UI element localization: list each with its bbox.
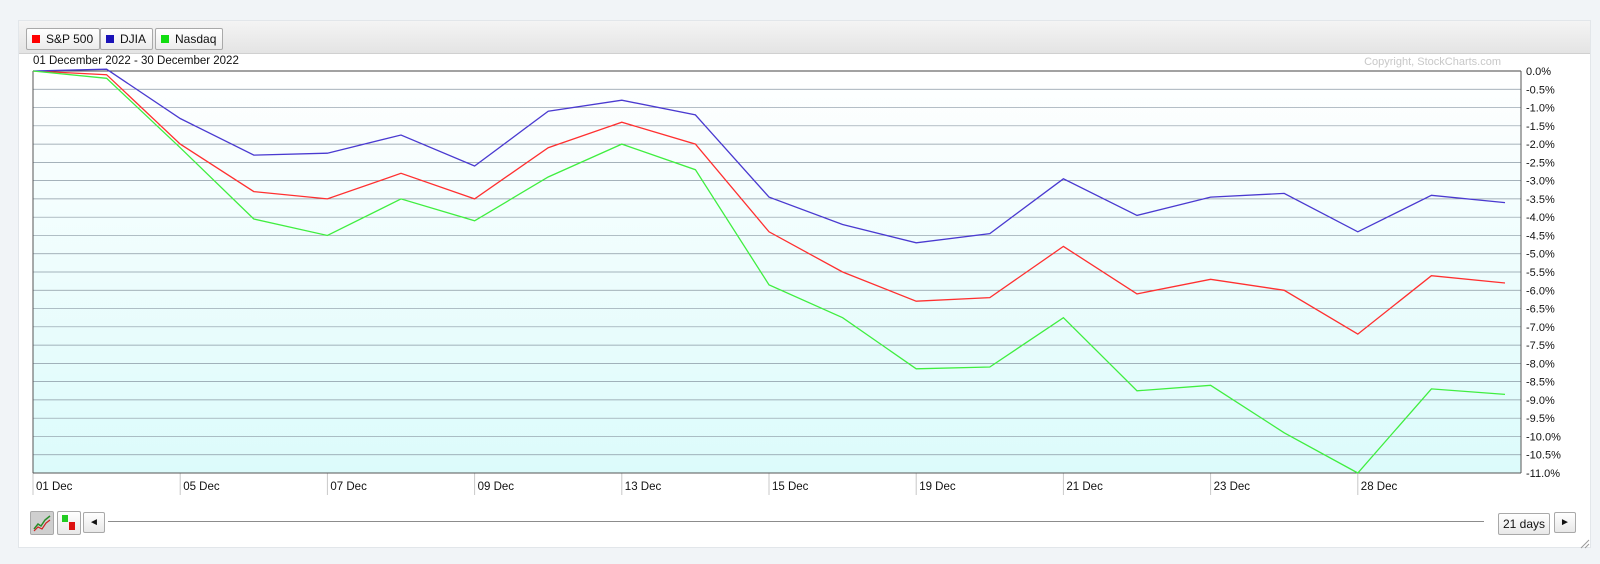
x-tick-label: 05 Dec	[183, 481, 220, 493]
y-tick-label: -9.5%	[1526, 413, 1555, 425]
x-tick-label: 19 Dec	[919, 481, 956, 493]
days-range-button[interactable]: 21 days	[1498, 513, 1550, 535]
x-tick-label: 13 Dec	[625, 481, 662, 493]
y-tick-label: -5.5%	[1526, 267, 1555, 279]
y-tick-label: -6.5%	[1526, 304, 1555, 316]
y-tick-label: -7.0%	[1526, 322, 1555, 334]
y-tick-label: -4.0%	[1526, 212, 1555, 224]
copyright-label: Copyright, StockCharts.com	[1364, 56, 1501, 68]
y-tick-label: -2.0%	[1526, 139, 1555, 151]
legend-item-djia[interactable]: DJIA	[100, 28, 154, 50]
y-axis-labels: 0.0% -0.5% -1.0% -1.5% -2.0% -2.5% -3.0% -3.5% -…	[1526, 66, 1561, 480]
y-tick-label: -9.0%	[1526, 395, 1555, 407]
date-slider[interactable]	[108, 521, 1484, 522]
x-axis-labels: 01 Dec 05 Dec 07 Dec 09 Dec 13 Dec 15 Dec 19 D…	[36, 481, 1397, 493]
line-chart-icon	[33, 515, 51, 532]
y-tick-label: -10.5%	[1526, 450, 1561, 462]
scroll-right-button[interactable]: ►	[1554, 512, 1576, 533]
x-tick-marks	[32, 473, 1359, 495]
series-line-djia	[32, 68, 1506, 244]
y-tick-label: -0.5%	[1526, 84, 1555, 96]
y-tick-label: -1.0%	[1526, 103, 1555, 115]
grid-lines	[33, 70, 1521, 474]
series-lines	[32, 68, 1506, 474]
y-tick-label: -3.5%	[1526, 194, 1555, 206]
y-tick-label: -8.5%	[1526, 377, 1555, 389]
nasdaq-swatch	[161, 35, 169, 43]
y-tick-label: -5.0%	[1526, 249, 1555, 261]
line-chart-button[interactable]	[30, 511, 54, 535]
x-tick-label: 01 Dec	[36, 481, 73, 493]
series-line-sp500	[32, 70, 1506, 335]
djia-swatch	[106, 35, 114, 43]
y-tick-label: -10.0%	[1526, 431, 1561, 443]
x-tick-label: 09 Dec	[478, 481, 515, 493]
y-tick-label: -1.5%	[1526, 121, 1555, 133]
x-tick-label: 07 Dec	[330, 481, 367, 493]
chart-panel: S&P 500 DJIA Nasdaq 01 December 2022 - 3…	[18, 20, 1591, 549]
y-tick-label: -6.0%	[1526, 285, 1555, 297]
candle-chart-button[interactable]	[57, 511, 81, 535]
arrow-left-icon: ◄	[89, 517, 99, 528]
y-tick-label: -7.5%	[1526, 340, 1555, 352]
candle-chart-icon	[62, 515, 75, 530]
x-tick-label: 28 Dec	[1361, 481, 1398, 493]
date-range-label: 01 December 2022 - 30 December 2022	[33, 55, 239, 67]
scroll-left-button[interactable]: ◄	[83, 512, 105, 533]
legend-item-sp500[interactable]: S&P 500	[26, 28, 101, 50]
x-tick-label: 23 Dec	[1214, 481, 1251, 493]
chart-controls: ◄ 21 days ►	[19, 501, 1590, 549]
legend-bar: S&P 500 DJIA Nasdaq	[19, 21, 1590, 54]
y-tick-label: 0.0%	[1526, 66, 1551, 78]
sp500-swatch	[32, 35, 40, 43]
x-tick-label: 15 Dec	[772, 481, 809, 493]
y-tick-label: -8.0%	[1526, 358, 1555, 370]
y-tick-label: -3.0%	[1526, 176, 1555, 188]
arrow-right-icon: ►	[1560, 517, 1570, 528]
x-tick-label: 21 Dec	[1066, 481, 1103, 493]
chart-area: 01 December 2022 - 30 December 2022 Copy…	[32, 55, 1561, 495]
series-line-nasdaq	[32, 70, 1506, 474]
y-tick-label: -2.5%	[1526, 157, 1555, 169]
legend-item-nasdaq[interactable]: Nasdaq	[155, 28, 224, 50]
legend-label-djia: DJIA	[120, 32, 147, 46]
resize-grip-icon[interactable]	[1578, 537, 1590, 549]
legend-label-sp500: S&P 500	[46, 32, 94, 46]
y-tick-label: -11.0%	[1526, 468, 1560, 480]
y-tick-label: -4.5%	[1526, 230, 1555, 242]
legend-label-nasdaq: Nasdaq	[175, 32, 217, 46]
